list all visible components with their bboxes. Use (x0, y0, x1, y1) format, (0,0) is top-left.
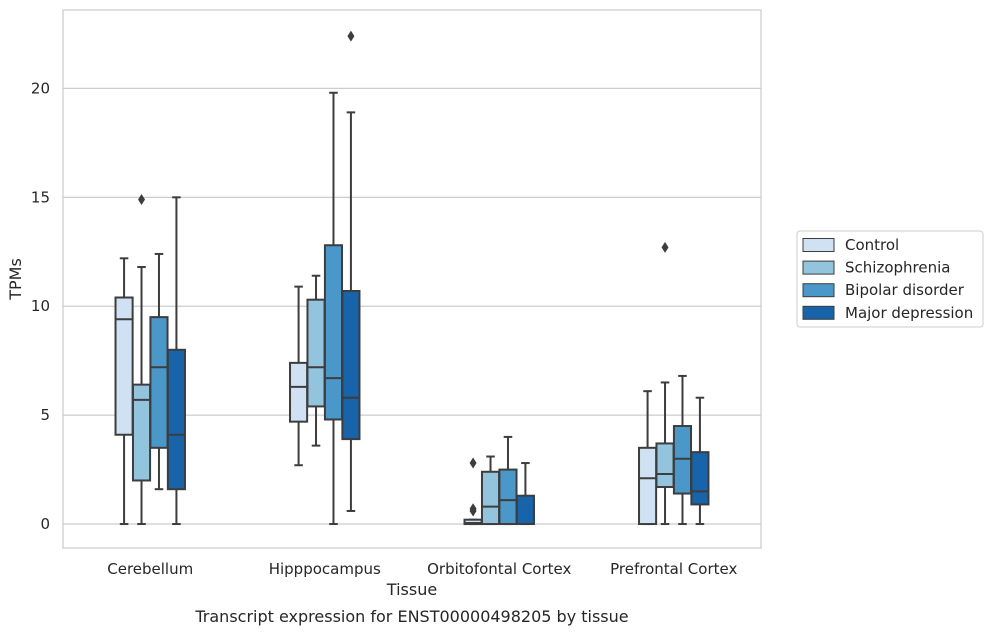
y-tick-label: 10 (31, 297, 50, 315)
box-iqr (114, 296, 134, 436)
box-iqr (149, 316, 169, 449)
legend-item: Control (802, 236, 899, 254)
box-iqr (480, 470, 501, 526)
legend-item: Major depression (802, 304, 973, 322)
x-tick-label: Cerebellum (107, 560, 193, 578)
y-tick-label: 20 (31, 79, 50, 97)
x-tick-labels: Cerebellum Hipppocampus Orbitofontal Corte… (107, 560, 737, 578)
outlier-marker (469, 457, 477, 469)
y-tick-label: 15 (31, 188, 50, 206)
box-plot (463, 457, 483, 526)
box-iqr (341, 289, 361, 441)
box-plot (341, 30, 361, 512)
box-iqr (289, 361, 309, 423)
x-tick-label: Prefrontal Cortex (610, 560, 737, 578)
box-iqr (638, 446, 658, 526)
box-iqr (323, 244, 344, 421)
legend-label: Major depression (845, 304, 973, 322)
box-iqr (655, 442, 675, 489)
outlier-marker (469, 503, 477, 515)
legend-label: Control (845, 236, 899, 254)
box-plot (672, 374, 693, 526)
box-plot (289, 285, 309, 467)
y-tick-labels: 0 5 10 15 20 (31, 79, 50, 533)
box-plot (323, 91, 344, 526)
legend-item: Bipolar disorder (802, 281, 965, 299)
outlier-marker (661, 241, 669, 253)
legend-item: Schizophrenia (802, 259, 950, 277)
box-plot (131, 193, 152, 526)
legend-swatch (802, 305, 835, 320)
outlier-marker (347, 30, 355, 42)
legend-swatch (802, 283, 835, 298)
box-plot (690, 396, 710, 526)
plot-frame (62, 9, 762, 549)
x-tick-label: Hipppocampus (269, 560, 381, 578)
box-plot (655, 241, 675, 526)
box-iqr (306, 298, 326, 408)
box-iqr (672, 425, 693, 495)
box-plot (114, 257, 134, 526)
y-axis-label: TPMs (6, 258, 25, 301)
box-plot (480, 455, 501, 526)
box-iqr (515, 494, 535, 526)
box-iqr (690, 451, 710, 506)
y-tick-label: 0 (40, 515, 50, 533)
chart-caption: Transcript expression for ENST0000049820… (194, 607, 628, 626)
x-axis-label: Tissue (386, 580, 437, 599)
legend-swatch (802, 238, 835, 252)
legend-swatch (802, 260, 835, 275)
legend-label: Schizophrenia (845, 259, 950, 277)
box-iqr (166, 348, 186, 491)
box-plot (498, 435, 518, 526)
legend-label: Bipolar disorder (845, 281, 965, 299)
box-plot (166, 196, 186, 526)
y-tick-label: 5 (40, 406, 50, 424)
box-plot (515, 462, 535, 526)
box-plot (306, 274, 326, 447)
legend: Control Schizophrenia Bipolar disorder Majo… (796, 230, 984, 328)
box-plot (149, 252, 169, 491)
boxes (114, 30, 710, 526)
outlier-marker (138, 193, 146, 205)
box-iqr (498, 468, 518, 526)
box-plot (638, 390, 658, 526)
x-tick-label: Orbitofontal Cortex (427, 560, 571, 578)
legend-frame (796, 230, 984, 328)
